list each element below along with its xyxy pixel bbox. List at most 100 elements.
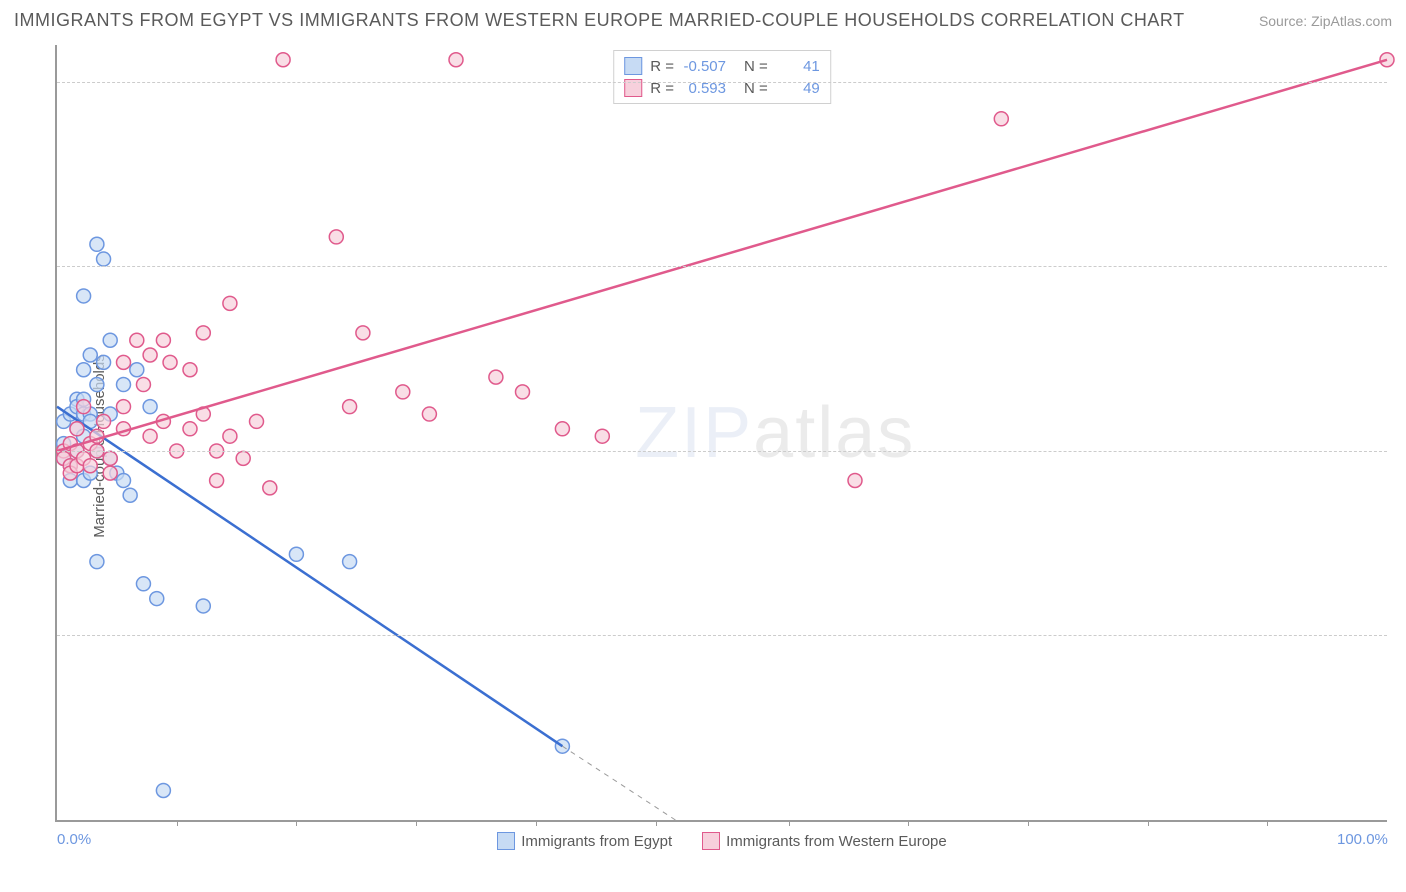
x-tick-mark [177,820,178,826]
data-point [449,53,463,67]
x-tick-mark [536,820,537,826]
x-tick-label: 0.0% [57,831,91,848]
legend-item: Immigrants from Western Europe [702,832,947,850]
x-tick-mark [1028,820,1029,826]
y-tick-label: 100.0% [1397,73,1406,90]
data-point [196,599,210,613]
data-point [123,488,137,502]
chart-header: IMMIGRANTS FROM EGYPT VS IMMIGRANTS FROM… [14,10,1392,31]
legend-item: Immigrants from Egypt [497,832,672,850]
data-point [90,555,104,569]
data-point [136,577,150,591]
data-point [489,370,503,384]
data-point [143,429,157,443]
legend-swatch [624,57,642,75]
data-point [183,422,197,436]
x-tick-mark [656,820,657,826]
legend-swatch [702,832,720,850]
data-point [97,252,111,266]
data-point [117,400,131,414]
data-point [103,466,117,480]
data-point [103,333,117,347]
data-point [422,407,436,421]
data-point [130,333,144,347]
x-tick-label: 100.0% [1337,831,1388,848]
data-point [83,459,97,473]
grid-line [57,82,1387,83]
data-point [117,355,131,369]
data-point [356,326,370,340]
data-point [103,451,117,465]
data-point [156,783,170,797]
y-tick-label: 25.0% [1397,627,1406,644]
stat-r-label: R = [650,58,674,75]
x-tick-mark [296,820,297,826]
data-point [90,237,104,251]
chart-plot-area: ZIPatlas R =-0.507N =41R =0.593N =49 Imm… [55,45,1387,822]
grid-line [57,451,1387,452]
chart-source: Source: ZipAtlas.com [1259,13,1392,29]
data-point [263,481,277,495]
stats-legend-box: R = -0.507 N = 41 R =0.593N =49 [613,50,831,104]
data-point [343,555,357,569]
data-point [848,473,862,487]
grid-line [57,266,1387,267]
data-point [595,429,609,443]
legend-label: Immigrants from Western Europe [726,833,947,850]
data-point [77,289,91,303]
stat-n-value: 41 [776,58,820,75]
data-point [289,547,303,561]
legend-label: Immigrants from Egypt [521,833,672,850]
data-point [183,363,197,377]
data-point [163,355,177,369]
stat-n-label: N = [744,58,768,75]
x-tick-mark [1148,820,1149,826]
data-point [150,592,164,606]
regression-line [57,407,562,747]
x-tick-mark [789,820,790,826]
regression-line [57,60,1387,451]
data-point [70,422,84,436]
data-point [117,378,131,392]
data-point [143,400,157,414]
x-tick-mark [416,820,417,826]
data-point [329,230,343,244]
chart-title: IMMIGRANTS FROM EGYPT VS IMMIGRANTS FROM… [14,10,1185,31]
stats-row: R =0.593N =49 [624,77,820,99]
data-point [223,429,237,443]
data-point [223,296,237,310]
data-point [516,385,530,399]
data-point [196,326,210,340]
data-point [97,414,111,428]
data-point [1380,53,1394,67]
data-point [276,53,290,67]
data-point [77,400,91,414]
data-point [555,422,569,436]
data-point [77,363,91,377]
regression-line-dashed [562,746,675,820]
x-tick-mark [1267,820,1268,826]
data-point [250,414,264,428]
data-point [156,333,170,347]
y-tick-label: 50.0% [1397,442,1406,459]
data-point [117,473,131,487]
stats-row: R = -0.507 N = 41 [624,55,820,77]
data-point [343,400,357,414]
data-point [396,385,410,399]
data-point [994,112,1008,126]
y-tick-label: 75.0% [1397,258,1406,275]
data-point [210,473,224,487]
data-point [136,378,150,392]
grid-line [57,635,1387,636]
data-point [97,355,111,369]
stat-r-value: -0.507 [682,58,726,75]
data-point [83,348,97,362]
data-point [90,378,104,392]
data-point [236,451,250,465]
legend-swatch [497,832,515,850]
data-point [130,363,144,377]
x-tick-mark [908,820,909,826]
data-point [143,348,157,362]
plot-svg [57,45,1387,820]
bottom-legend: Immigrants from Egypt Immigrants from Wes… [57,832,1387,850]
